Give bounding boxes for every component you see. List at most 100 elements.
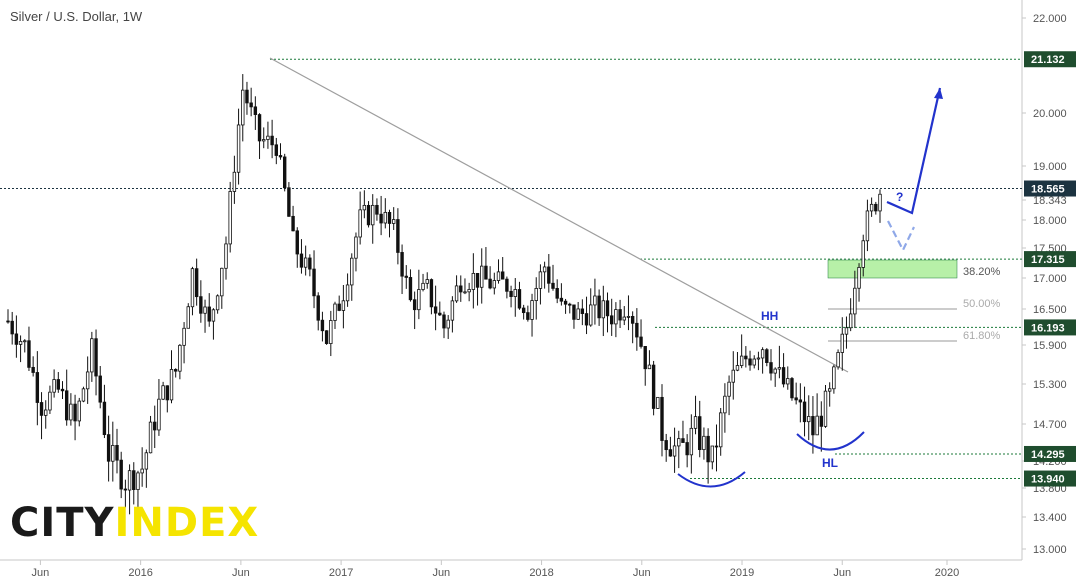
hl-label: HL (822, 456, 838, 470)
level-tag-bg (1024, 445, 1076, 462)
candle-body (693, 416, 698, 429)
candle-body (274, 144, 279, 156)
candle-body (735, 365, 740, 371)
candle-body (383, 211, 388, 224)
candle-body (580, 308, 585, 314)
candle-body (438, 312, 442, 316)
level-tag-label: 17.315 (1031, 254, 1065, 266)
candle-body (69, 403, 73, 421)
candle-body (10, 320, 14, 335)
candle-body (500, 271, 505, 280)
y-tick-label: 14.700 (1033, 419, 1067, 431)
candle-body (807, 416, 811, 423)
candle-body (781, 367, 786, 385)
candle-body (60, 388, 65, 392)
candle-body (337, 303, 341, 311)
candle-body (559, 297, 564, 302)
candle-body (354, 236, 358, 259)
candle-body (530, 300, 534, 320)
candle-body (291, 215, 295, 232)
candle-body (312, 268, 316, 297)
candle-body (102, 401, 107, 436)
candle-body (572, 304, 576, 320)
candle-body (190, 268, 195, 308)
x-tick-label: Jun (633, 567, 651, 579)
level-tag-label: 18.565 (1031, 184, 1065, 196)
candle-body (517, 289, 522, 309)
candle-body (391, 219, 396, 224)
candle-body (387, 211, 392, 224)
candle-body (350, 257, 354, 286)
candle-body (362, 204, 367, 211)
candle-body (710, 445, 715, 463)
level-tag-bg (1024, 51, 1076, 68)
candle-body (429, 279, 434, 308)
candle-body (450, 300, 455, 321)
candle-body (236, 124, 241, 173)
candle-body (123, 488, 128, 491)
candle-body (412, 299, 417, 311)
candle-body (90, 338, 94, 373)
candle-body (157, 398, 161, 431)
projection-arrowhead (934, 88, 943, 99)
candle-body (769, 362, 773, 374)
candle-body (639, 336, 643, 347)
candle-body (257, 114, 262, 142)
candle-body (211, 309, 216, 322)
candle-body (630, 315, 635, 324)
candle-body (794, 397, 798, 401)
candle-body (861, 240, 865, 268)
level-tag-bg (1024, 319, 1076, 336)
candle-body (228, 191, 232, 245)
candle-body (132, 470, 136, 490)
candle-body (668, 449, 673, 457)
y-tick-label: 20.000 (1033, 108, 1067, 120)
candle-body (106, 434, 111, 462)
price-level-tag: 13.940 (1024, 470, 1076, 487)
candle-body (463, 291, 467, 294)
candle-body (526, 312, 530, 320)
candle-body (609, 315, 614, 325)
candle-body (408, 277, 413, 301)
level-tag-bg (1024, 180, 1076, 197)
y-tick-label: 13.000 (1033, 544, 1067, 556)
candle-body (802, 401, 807, 423)
candle-body (371, 204, 375, 226)
candle-body (194, 268, 199, 298)
candle-body (832, 366, 836, 390)
time-axis[interactable]: Jun 2016 Jun 2017 Jun 2018 Jun 2019 Jun 2020 (32, 560, 960, 579)
trendline[interactable] (269, 57, 849, 373)
candle-body (27, 340, 31, 368)
candle-body (521, 307, 526, 314)
candle-body (85, 371, 90, 390)
candle-body (744, 355, 748, 360)
candle-body (303, 257, 308, 268)
candle-body (488, 278, 492, 289)
fib-50-label: 50.00% (963, 298, 1001, 310)
candle-body (169, 369, 174, 401)
candle-body (542, 266, 547, 273)
candle-body (496, 271, 501, 281)
logo-index-text: INDEX (114, 500, 260, 546)
price-level-tag: 16.193 (1024, 319, 1076, 336)
y-tick-label: 15.900 (1033, 340, 1067, 352)
alt-projection-path (887, 220, 915, 253)
candle-body (601, 300, 606, 319)
candle-body (241, 89, 245, 126)
candle-body (656, 396, 660, 409)
candle-body (739, 355, 744, 366)
candle-body (706, 435, 710, 463)
candle-body (773, 368, 777, 374)
candle-body (207, 306, 211, 322)
candle-body (756, 357, 761, 360)
candle-body (685, 442, 689, 456)
candle-body (660, 396, 664, 441)
candle-body (563, 300, 568, 305)
candle-body (844, 327, 849, 335)
candle-body (140, 468, 144, 474)
candle-body (790, 378, 794, 399)
candle-body (182, 327, 186, 346)
candle-body (840, 333, 844, 353)
x-tick-label: 2020 (935, 567, 959, 579)
